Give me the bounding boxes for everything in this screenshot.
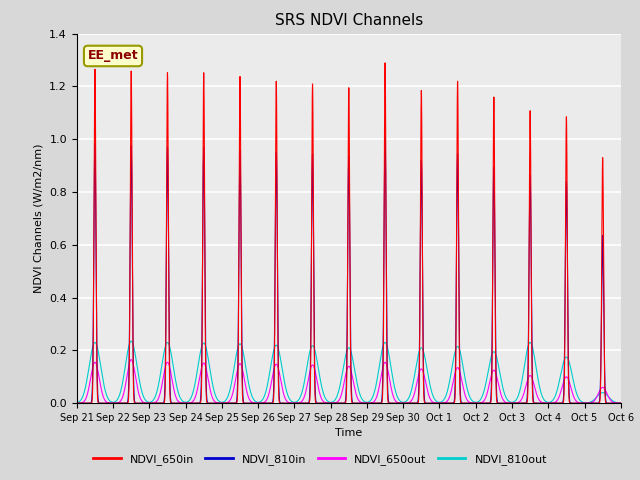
- NDVI_810out: [189, 389, 197, 395]
- NDVI_650out: [189, 398, 197, 404]
- NDVI_810out: [276, 356, 284, 361]
- NDVI_810out: [184, 399, 191, 405]
- Line: NDVI_650out: NDVI_650out: [77, 360, 621, 403]
- NDVI_810out: [73, 400, 81, 406]
- NDVI_810out: [127, 338, 135, 344]
- Legend: NDVI_650in, NDVI_810in, NDVI_650out, NDVI_810out: NDVI_650in, NDVI_810in, NDVI_650out, NDV…: [89, 450, 551, 469]
- NDVI_810in: [276, 400, 284, 406]
- NDVI_810in: [73, 400, 81, 406]
- NDVI_650out: [615, 400, 623, 406]
- NDVI_650out: [184, 400, 191, 406]
- Text: EE_met: EE_met: [88, 49, 138, 62]
- NDVI_810in: [424, 400, 431, 406]
- NDVI_650in: [424, 400, 431, 406]
- NDVI_810out: [617, 400, 625, 406]
- NDVI_810in: [501, 400, 509, 406]
- NDVI_650in: [381, 60, 389, 66]
- NDVI_810out: [501, 392, 509, 398]
- NDVI_650out: [617, 400, 625, 406]
- NDVI_650in: [276, 400, 284, 406]
- NDVI_810out: [615, 400, 623, 406]
- NDVI_650out: [501, 399, 509, 405]
- Title: SRS NDVI Channels: SRS NDVI Channels: [275, 13, 423, 28]
- NDVI_650in: [617, 400, 625, 406]
- Line: NDVI_650in: NDVI_650in: [77, 63, 621, 403]
- NDVI_810in: [381, 134, 389, 140]
- NDVI_810in: [184, 400, 191, 406]
- NDVI_650out: [127, 357, 135, 362]
- NDVI_650in: [615, 400, 623, 406]
- NDVI_810out: [424, 371, 431, 376]
- Line: NDVI_810in: NDVI_810in: [77, 137, 621, 403]
- NDVI_650out: [276, 376, 284, 382]
- NDVI_650in: [501, 400, 509, 406]
- NDVI_810in: [615, 400, 623, 406]
- NDVI_810in: [189, 400, 197, 406]
- NDVI_650out: [424, 389, 431, 395]
- Line: NDVI_810out: NDVI_810out: [77, 341, 621, 403]
- NDVI_650out: [73, 400, 81, 406]
- NDVI_650in: [189, 400, 197, 406]
- NDVI_650in: [73, 400, 81, 406]
- NDVI_650in: [184, 400, 191, 406]
- X-axis label: Time: Time: [335, 429, 362, 438]
- NDVI_810in: [617, 400, 625, 406]
- Y-axis label: NDVI Channels (W/m2/nm): NDVI Channels (W/m2/nm): [34, 144, 44, 293]
